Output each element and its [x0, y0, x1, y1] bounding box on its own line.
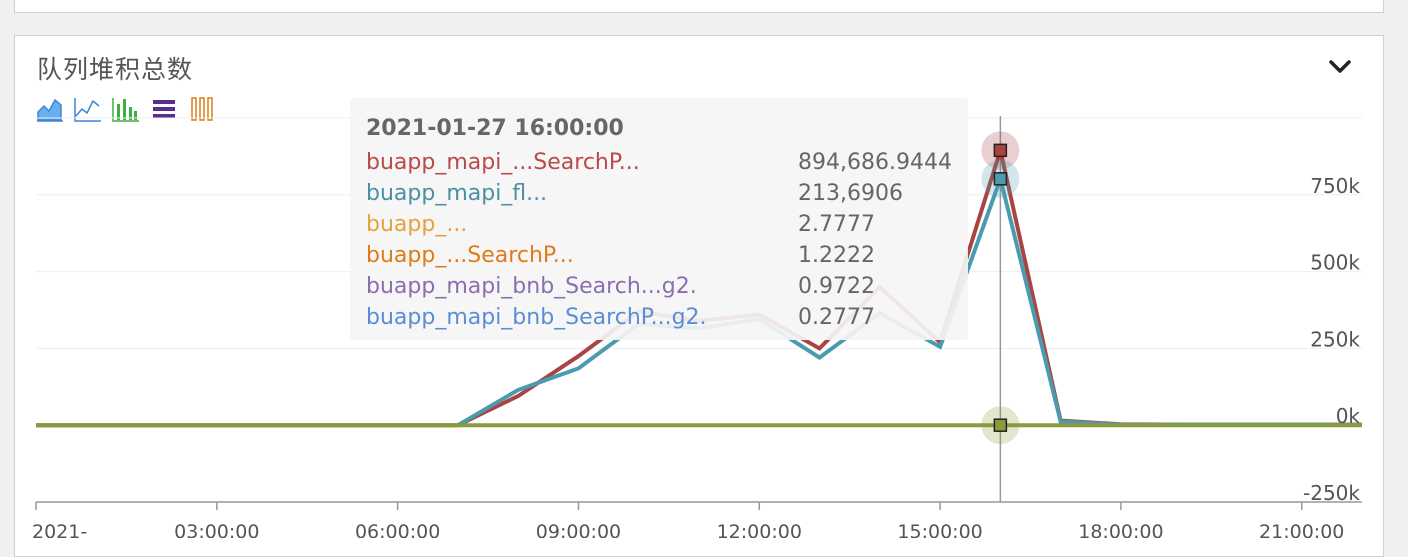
- tooltip-series-value: 213,6906: [798, 181, 903, 206]
- chart-tooltip: 2021-01-27 16:00:00 buapp_mapi_...Search…: [350, 98, 968, 340]
- y-tick-label: -250k: [1303, 481, 1360, 505]
- chevron-down-icon[interactable]: [1325, 52, 1355, 82]
- tooltip-row: buapp_mapi_...SearchP... 894,686.9444: [366, 150, 956, 180]
- x-tick-label: 06:00:00: [355, 521, 440, 538]
- hover-point-1[interactable]: [993, 143, 1008, 158]
- tooltip-series-value: 894,686.9444: [798, 150, 952, 175]
- panel-title: 队列堆积总数: [37, 55, 194, 84]
- tooltip-series-name: buapp_...SearchP...: [366, 243, 574, 268]
- tooltip-series-value: 0.9722: [798, 274, 875, 299]
- tooltip-row: buapp_mapi_bnb_Search...g2. 0.9722: [366, 274, 956, 304]
- tooltip-series-value: 2.7777: [798, 212, 875, 237]
- tooltip-series-name: buapp_mapi_bnb_Search...g2.: [366, 274, 697, 299]
- x-tick-label: 12:00:00: [717, 521, 802, 538]
- y-tick-label: 750k: [1310, 174, 1360, 198]
- x-tick-label: 2021-: [32, 521, 87, 538]
- tooltip-row: buapp_mapi_fl... 213,6906: [366, 181, 956, 211]
- tooltip-row: buapp_mapi_bnb_SearchP...g2. 0.2777: [366, 305, 956, 335]
- tooltip-time: 2021-01-27 16:00:00: [366, 116, 624, 141]
- tooltip-series-name: buapp_...: [366, 212, 468, 237]
- x-tick-label: 21:00:00: [1259, 521, 1344, 538]
- hover-point-3[interactable]: [993, 418, 1008, 432]
- tooltip-series-name: buapp_mapi_bnb_SearchP...g2.: [366, 305, 707, 330]
- stage: 队列堆积总数: [14, 0, 1384, 557]
- tooltip-series-value: 1.2222: [798, 243, 875, 268]
- y-tick-label: 250k: [1310, 327, 1360, 351]
- y-tick-label: 500k: [1310, 251, 1360, 275]
- tiled-icon[interactable]: [187, 94, 217, 124]
- x-tick-label: 03:00:00: [174, 521, 259, 538]
- tooltip-series-name: buapp_mapi_...SearchP...: [366, 150, 640, 175]
- tooltip-row: buapp_... 2.7777: [366, 212, 956, 242]
- bar-chart-icon[interactable]: [111, 94, 141, 124]
- tooltip-series-name: buapp_mapi_fl...: [366, 181, 548, 206]
- x-tick-label: 15:00:00: [897, 521, 982, 538]
- stack-icon[interactable]: [149, 94, 179, 124]
- x-tick-label: 18:00:00: [1078, 521, 1163, 538]
- tooltip-series-value: 0.2777: [798, 305, 875, 330]
- previous-panel: [14, 0, 1384, 13]
- x-tick-label: 09:00:00: [536, 521, 621, 538]
- tooltip-row: buapp_...SearchP... 1.2222: [366, 243, 956, 273]
- y-tick-label: 0k: [1336, 404, 1361, 428]
- hover-point-2[interactable]: [993, 172, 1008, 186]
- line-chart-icon[interactable]: [73, 94, 103, 124]
